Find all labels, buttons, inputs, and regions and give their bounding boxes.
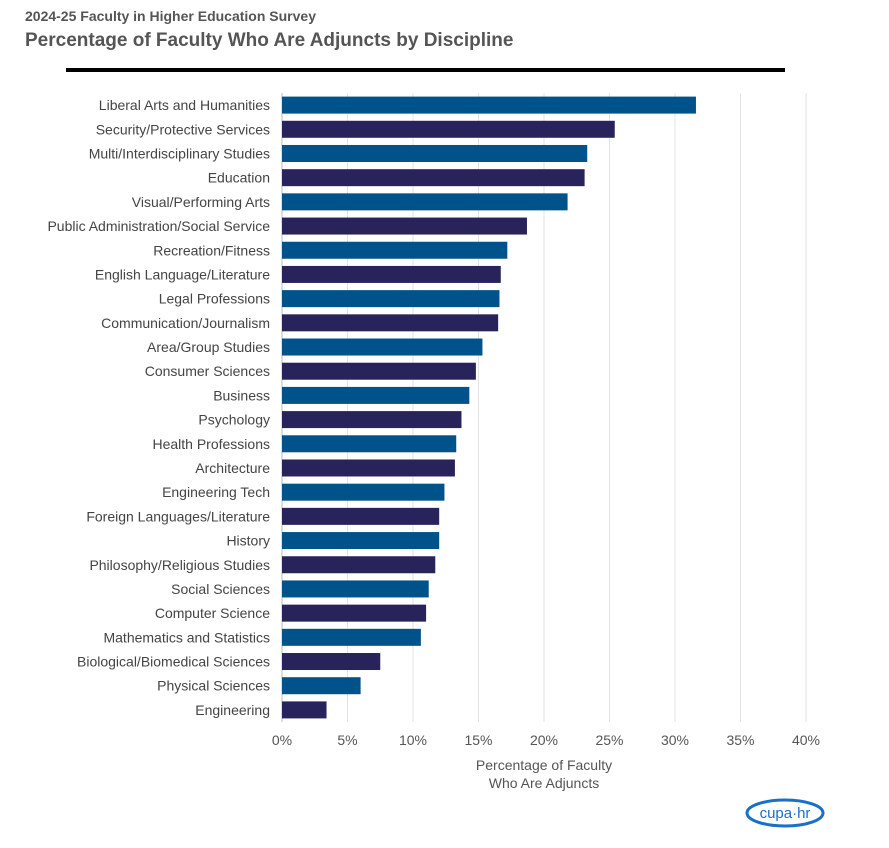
category-label: Engineering (195, 702, 270, 718)
category-label: Mathematics and Statistics (103, 629, 270, 645)
category-label: English Language/Literature (95, 266, 270, 282)
category-label: Public Administration/Social Service (47, 218, 270, 234)
bar (282, 580, 429, 598)
bar (282, 96, 696, 114)
bar (282, 677, 361, 695)
x-tick-label: 30% (661, 732, 689, 748)
bar (282, 241, 508, 259)
category-label: Education (208, 170, 270, 186)
category-label: Liberal Arts and Humanities (99, 97, 270, 113)
x-axis-title: Who Are Adjuncts (489, 775, 600, 791)
title-divider (66, 68, 785, 72)
bar (282, 314, 499, 332)
bar (282, 435, 457, 453)
bar (282, 386, 470, 404)
category-label: Legal Professions (159, 291, 270, 307)
bar (282, 459, 455, 477)
category-label: Biological/Biomedical Sciences (77, 654, 270, 670)
category-label: Physical Sciences (157, 678, 270, 694)
category-label: Visual/Performing Arts (132, 194, 270, 210)
bar (282, 265, 501, 283)
x-tick-label: 35% (726, 732, 754, 748)
bar (282, 653, 381, 671)
bar (282, 193, 568, 211)
bar (282, 532, 440, 550)
x-tick-label: 5% (337, 732, 357, 748)
category-label: Area/Group Studies (147, 339, 270, 355)
bar (282, 604, 427, 622)
bar (282, 628, 421, 646)
x-tick-label: 20% (530, 732, 558, 748)
category-label: Consumer Sciences (145, 363, 270, 379)
x-tick-label: 25% (595, 732, 623, 748)
category-label: Business (213, 387, 270, 403)
bar (282, 120, 615, 138)
category-label: Philosophy/Religious Studies (89, 557, 270, 573)
category-label: Communication/Journalism (101, 315, 270, 331)
bar (282, 362, 476, 380)
x-tick-label: 0% (272, 732, 292, 748)
bar (282, 169, 585, 187)
category-label: Social Sciences (171, 581, 270, 597)
bar (282, 701, 327, 719)
x-tick-label: 40% (792, 732, 820, 748)
bar (282, 144, 588, 162)
bar (282, 507, 440, 525)
bar (282, 217, 527, 235)
bar (282, 483, 445, 501)
category-label: Engineering Tech (162, 484, 270, 500)
category-label: Computer Science (155, 605, 270, 621)
category-label: Security/Protective Services (96, 121, 270, 137)
category-label: Architecture (195, 460, 270, 476)
cupa-hr-logo: cupa·hr (745, 798, 825, 828)
category-label: Psychology (198, 412, 270, 428)
bar (282, 411, 462, 429)
bar (282, 290, 500, 308)
svg-text:cupa·hr: cupa·hr (760, 805, 811, 822)
category-label: History (226, 533, 270, 549)
x-axis-title: Percentage of Faculty (476, 757, 612, 773)
bar (282, 338, 483, 356)
category-label: Multi/Interdisciplinary Studies (89, 145, 270, 161)
x-tick-label: 15% (464, 732, 492, 748)
chart-title: Percentage of Faculty Who Are Adjuncts b… (25, 30, 514, 51)
category-label: Foreign Languages/Literature (86, 508, 270, 524)
chart-subtitle: 2024-25 Faculty in Higher Education Surv… (25, 8, 316, 24)
category-label: Recreation/Fitness (153, 242, 270, 258)
x-tick-label: 10% (399, 732, 427, 748)
category-label: Health Professions (152, 436, 270, 452)
bar (282, 556, 436, 574)
